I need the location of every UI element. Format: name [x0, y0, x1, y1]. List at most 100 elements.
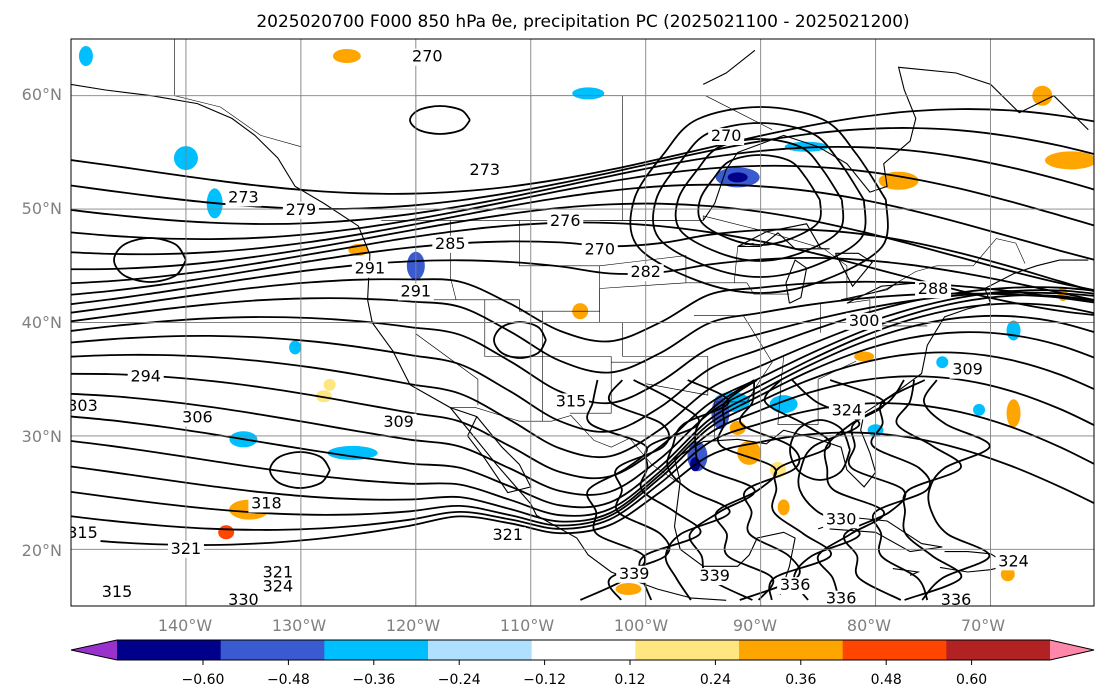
colorbar-segment-6	[635, 640, 740, 660]
contour-label-bg-5	[581, 241, 618, 259]
border-20	[777, 356, 857, 425]
lon-label-100w: 100°W	[614, 616, 669, 635]
contour-label: 300	[849, 311, 880, 330]
theta-e-contour-44	[269, 451, 331, 489]
lon-label-110w: 110°W	[500, 616, 555, 635]
precip-shade-8	[327, 445, 378, 460]
contour-label-bg-23	[259, 564, 296, 582]
contour-label-bg-1	[225, 189, 262, 207]
theta-e-contour-27	[607, 379, 671, 601]
precip-shade-30	[323, 378, 336, 391]
contour-label-bg-24	[259, 578, 296, 596]
theta-e-contour-23	[674, 138, 845, 262]
colorbar-extend-high	[1050, 640, 1094, 660]
precip-shade-26	[854, 351, 875, 362]
theta-e-contour-3	[71, 164, 1094, 241]
contour-label: 273	[470, 160, 501, 179]
theta-e-contour-8	[71, 256, 1094, 306]
theta-e-contour-32	[739, 379, 801, 601]
precip-shade-29	[315, 390, 332, 403]
coastline-3	[673, 481, 796, 595]
theta-e-contour-40	[409, 105, 471, 135]
contour-label-bg-33	[823, 511, 860, 529]
precip-shade-34	[1006, 320, 1021, 341]
theta-e-contour-0	[71, 108, 1094, 195]
border-19	[746, 282, 790, 295]
theta-e-contour-24	[652, 122, 867, 278]
contour-label: 285	[435, 234, 466, 253]
theta-e-contour-31	[714, 379, 777, 601]
colorbar-tick-label: −0.48	[267, 672, 310, 688]
theta-e-contour-39	[921, 379, 991, 601]
lon-label-120w: 120°W	[386, 616, 441, 635]
contour-label: 270	[412, 47, 443, 66]
contour-label: 279	[286, 200, 317, 219]
colorbar-tick-label: 0.36	[785, 672, 816, 688]
contour-label-bg-3	[466, 162, 503, 180]
contour-label: 336	[826, 589, 857, 608]
contour-label-bg-25	[98, 583, 135, 601]
theta-e-contour-14	[71, 294, 1094, 480]
colorbar-outline	[70, 639, 1095, 661]
contour-label: 324	[832, 400, 863, 419]
theta-e-contour-30	[688, 379, 756, 601]
theta-e-contour-21	[71, 431, 1094, 546]
contour-label: 309	[383, 412, 414, 431]
border-24	[846, 299, 870, 304]
contour-label-bg-12	[846, 312, 883, 330]
contour-label: 291	[401, 281, 432, 300]
contour-label: 306	[182, 407, 213, 426]
precip-shade-1	[727, 172, 748, 183]
coastline-0	[71, 83, 727, 601]
contour-label-bg-14	[71, 397, 101, 415]
contour-label-bg-4	[547, 213, 584, 231]
lon-label-90w: 90°W	[733, 616, 777, 635]
theta-e-contour-29	[664, 379, 731, 601]
contour-label: 330	[228, 590, 259, 609]
theta-e-contour-5	[71, 202, 1094, 291]
theta-e-contour-2	[71, 145, 1094, 225]
colorbar-tick-label: 0.48	[871, 672, 902, 688]
coastline-6	[892, 568, 921, 576]
contour-label-bg-19	[949, 361, 986, 379]
contour-label: 336	[780, 575, 811, 594]
contour-label-bg-21	[489, 527, 526, 545]
contour-label: 321	[171, 539, 202, 558]
coastline-10	[785, 259, 808, 304]
contour-label: 315	[556, 391, 587, 410]
contour-label: 276	[550, 211, 581, 230]
border-0	[381, 215, 1026, 301]
contour-label-bg-18	[248, 495, 285, 513]
lon-label-70w: 70°W	[961, 616, 1005, 635]
theta-e-contour-16	[71, 314, 1094, 509]
colorbar-segment-8	[842, 640, 947, 660]
contour-label: 315	[67, 523, 98, 542]
contour-label-bg-2	[282, 201, 319, 219]
theta-e-contour-4	[71, 183, 1094, 261]
theta-e-contour-18	[71, 351, 1094, 523]
contour-label: 273	[228, 187, 259, 206]
border-1	[174, 39, 301, 147]
theta-e-contour-38	[895, 379, 963, 601]
contour-label-bg-20	[828, 402, 865, 420]
theta-e-contour-15	[71, 302, 1094, 496]
border-2	[450, 407, 679, 483]
border-13	[542, 311, 612, 414]
contour-label-bg-11	[915, 281, 952, 299]
precip-shade-27	[1006, 399, 1021, 428]
contour-label-bg-26	[225, 591, 262, 606]
precip-shade-33	[973, 403, 986, 416]
theta-e-contour-19	[71, 375, 1094, 527]
contour-label: 294	[130, 366, 161, 385]
map-title: 2025020700 F000 850 hPa θe, precipitatio…	[256, 12, 909, 32]
precip-shade-31	[777, 499, 790, 516]
lat-lon-grid	[71, 39, 1094, 606]
colorbar-tick-label: −0.12	[523, 672, 566, 688]
precip-shade-35	[289, 340, 302, 355]
theta-e-contour-13	[71, 289, 1094, 459]
contour-label: 288	[918, 279, 949, 298]
border-14	[599, 255, 687, 289]
lat-label-50n: 50°N	[22, 199, 62, 218]
contour-label: 330	[826, 509, 857, 528]
